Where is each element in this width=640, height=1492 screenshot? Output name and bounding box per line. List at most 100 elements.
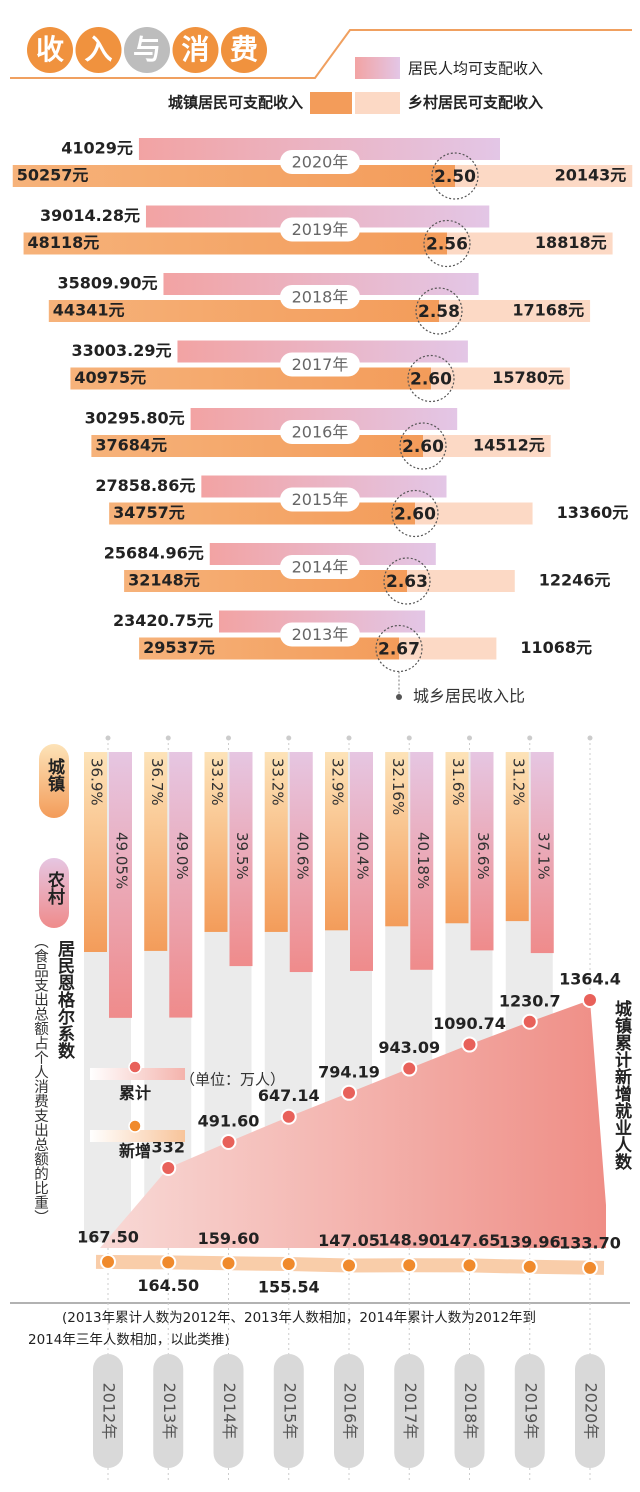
guide-dot — [286, 735, 292, 741]
series-pill — [39, 744, 69, 818]
value-label: 164.50 — [137, 1276, 199, 1295]
point — [160, 1159, 177, 1176]
value-label: 13360元 — [557, 503, 629, 522]
title-char: 收 — [36, 33, 64, 66]
ratio-label: 2.56 — [426, 235, 468, 255]
value-label: 332 — [152, 1137, 185, 1156]
value-label: 30295.80元 — [85, 409, 185, 428]
year-pill — [334, 1354, 364, 1468]
value-label: 37684元 — [95, 436, 167, 455]
ratio-ring — [431, 152, 479, 200]
guide-dot — [105, 735, 111, 741]
title-char: 消 — [181, 33, 209, 66]
ratio-label: 2.60 — [402, 437, 444, 457]
guide-dot — [406, 735, 412, 741]
bar — [385, 752, 409, 927]
year-label: 2016年 — [292, 423, 349, 442]
value-label: 11068元 — [520, 638, 592, 657]
bar — [399, 637, 497, 660]
value-label: 44341元 — [53, 301, 125, 320]
value-label: 40.18% — [414, 832, 432, 889]
x-tick-label: 2020年 — [582, 1383, 601, 1440]
value-label: 14512元 — [473, 436, 545, 455]
bar — [201, 475, 447, 498]
year-label: 2013年 — [292, 625, 349, 644]
point — [341, 1084, 357, 1101]
value-label: 33.2% — [268, 758, 286, 806]
point — [521, 1258, 538, 1275]
bar — [229, 752, 253, 967]
legend-dot — [128, 1119, 142, 1133]
year-pill — [280, 420, 360, 444]
year-pill — [280, 217, 360, 242]
value-label: 35809.90元 — [57, 274, 157, 293]
bar — [325, 752, 348, 931]
point — [341, 1257, 357, 1274]
value-label: 33.2% — [208, 758, 226, 806]
point — [461, 1036, 478, 1053]
value-label: 147.65 — [439, 1231, 501, 1250]
bar — [138, 138, 500, 160]
year-label: 2020年 — [292, 153, 349, 172]
value-label: 32.16% — [389, 758, 407, 815]
year-pill — [280, 555, 360, 579]
guide-dot — [346, 735, 352, 741]
bar — [505, 752, 529, 922]
value-label: 1090.74 — [433, 1014, 506, 1033]
value-label: 155.54 — [258, 1278, 320, 1297]
value-label: 49.0% — [173, 832, 191, 880]
bar — [447, 232, 613, 255]
note: (2013年累计人数为2012年、2013年人数相加，2014年累计人数为201… — [62, 1310, 536, 1326]
bar — [470, 752, 494, 951]
year-pill — [280, 487, 360, 512]
year-label: 2017年 — [292, 355, 349, 374]
value-label: 27858.86元 — [95, 476, 195, 495]
point — [220, 1134, 237, 1151]
year-pill — [213, 1354, 244, 1468]
title-badge — [172, 27, 219, 73]
value-label: 40.6% — [293, 832, 311, 880]
bar — [431, 367, 570, 390]
point — [582, 992, 598, 1009]
year-pill — [280, 150, 360, 174]
value-label: 1364.4 — [559, 970, 621, 989]
unit-label: （单位：万人） — [180, 1071, 285, 1089]
series-label: 农村 — [44, 870, 66, 906]
value-label: 34757元 — [113, 503, 185, 522]
area — [100, 1000, 606, 1248]
year-label: 2018年 — [292, 288, 349, 307]
legend-swatch — [90, 1068, 185, 1080]
ratio-label: 2.50 — [434, 167, 476, 187]
value-label: 49.05% — [113, 832, 131, 889]
bar — [204, 752, 228, 932]
axis-label: 居民恩格尔系数 — [54, 940, 75, 1060]
ratio-pointer-dot — [396, 694, 402, 700]
value-label: 48118元 — [28, 233, 100, 252]
title-badge — [221, 27, 267, 73]
value-label: 36.7% — [148, 758, 166, 806]
value-label: 148.90 — [378, 1231, 440, 1250]
year-pill — [153, 1354, 184, 1468]
bar — [144, 752, 168, 951]
legend-label: 城镇居民可支配收入 — [168, 94, 303, 112]
year-pill — [454, 1354, 485, 1468]
value-label: 36.9% — [88, 758, 106, 806]
point — [582, 1259, 598, 1276]
year-pill — [280, 622, 360, 647]
bar — [530, 752, 554, 954]
value-label: 36.6% — [474, 832, 492, 880]
value-label: 159.60 — [198, 1229, 260, 1248]
year-label: 2015年 — [292, 490, 349, 509]
value-label: 15780元 — [492, 368, 564, 387]
bar — [177, 340, 468, 363]
guide-dot — [226, 735, 231, 741]
year-pill — [93, 1354, 123, 1468]
x-tick-label: 2012年 — [100, 1383, 119, 1440]
value-label: 491.60 — [198, 1112, 260, 1131]
ratio-name: 城乡居民收入比 — [413, 687, 525, 706]
bar — [109, 752, 132, 1018]
bar — [84, 752, 107, 952]
title-badge — [124, 27, 170, 73]
header-rule — [10, 29, 632, 79]
